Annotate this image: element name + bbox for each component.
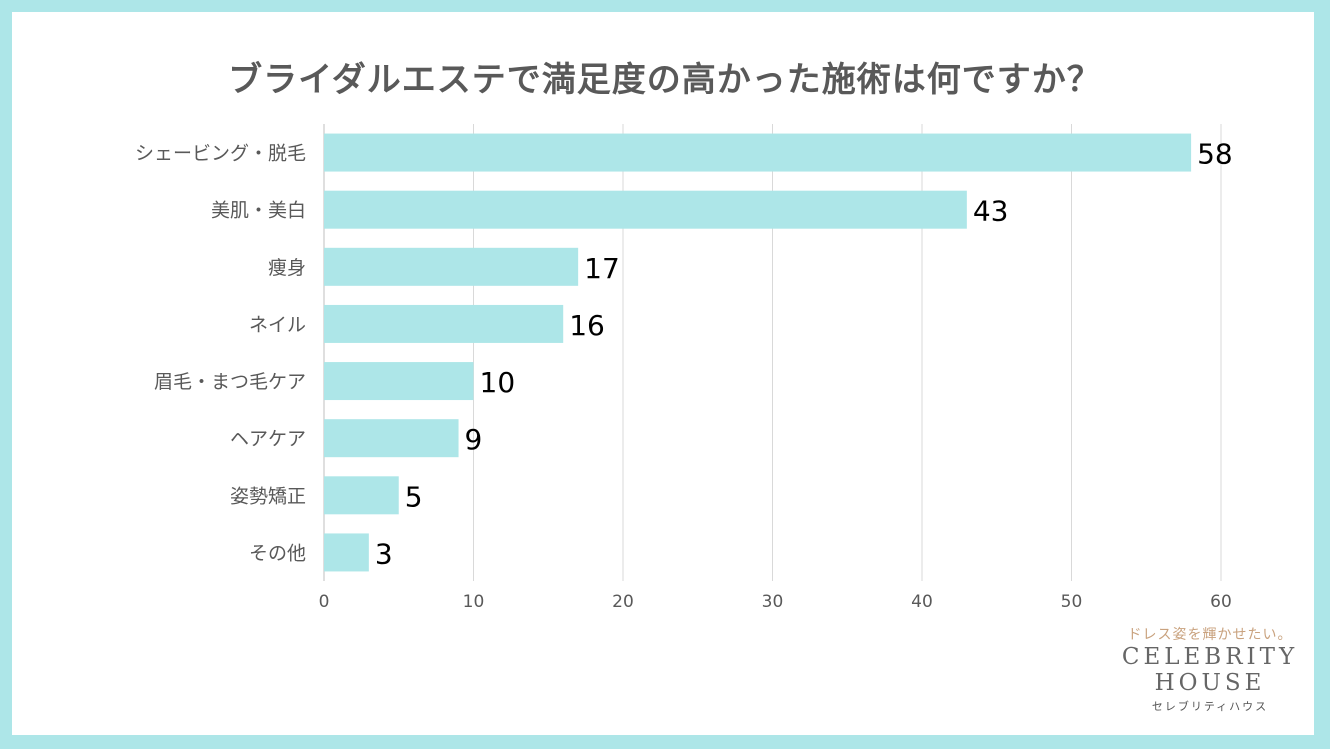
category-label: ネイル <box>249 314 306 336</box>
category-label: シェービング・脱毛 <box>135 143 306 165</box>
x-tick-label: 0 <box>319 592 330 612</box>
logo-kana: セレブリティハウス <box>1151 700 1269 713</box>
bar <box>324 190 967 229</box>
bar <box>324 362 474 401</box>
bar <box>324 133 1192 172</box>
bar <box>324 247 579 286</box>
bar <box>324 419 459 458</box>
logo-line-2: HOUSE <box>1154 670 1266 696</box>
chart-frame <box>12 12 1314 735</box>
category-label: 姿勢矯正 <box>230 485 306 507</box>
chart-title: ブライダルエステで満足度の高かった施術は何ですか？ <box>228 60 1102 100</box>
value-label: 5 <box>405 480 423 513</box>
celebrity-house-logo: ドレス姿を輝かせたい。 CELEBRITY HOUSE セレブリティハウス <box>1110 624 1310 714</box>
category-label: 美肌・美白 <box>211 200 306 222</box>
value-label: 43 <box>973 195 1009 228</box>
x-tick-labels: 0 10 20 30 40 50 60 <box>319 592 1232 612</box>
value-label: 9 <box>465 423 483 456</box>
bar <box>324 533 369 572</box>
x-tick-label: 50 <box>1061 592 1083 612</box>
value-labels: 58 43 17 16 10 9 53 <box>375 138 1233 571</box>
category-label: 痩身 <box>268 257 306 279</box>
category-label: ヘアケア <box>230 428 306 450</box>
bars <box>324 133 1192 572</box>
category-label: その他 <box>249 542 306 564</box>
logo-line-1: CELEBRITY <box>1121 644 1299 670</box>
x-tick-label: 30 <box>762 592 784 612</box>
x-tick-label: 10 <box>463 592 485 612</box>
logo-tagline: ドレス姿を輝かせたい。 <box>1127 627 1293 643</box>
value-label: 58 <box>1197 138 1233 171</box>
x-tick-label: 60 <box>1210 592 1232 612</box>
value-label: 16 <box>569 309 605 342</box>
value-label: 10 <box>480 366 516 399</box>
x-tick-label: 20 <box>612 592 634 612</box>
value-label: 3 <box>375 537 393 570</box>
x-tick-label: 40 <box>911 592 933 612</box>
category-label: 眉毛・まつ毛ケア <box>154 371 306 393</box>
bar <box>324 304 564 343</box>
value-label: 17 <box>584 252 620 285</box>
bar <box>324 476 399 515</box>
